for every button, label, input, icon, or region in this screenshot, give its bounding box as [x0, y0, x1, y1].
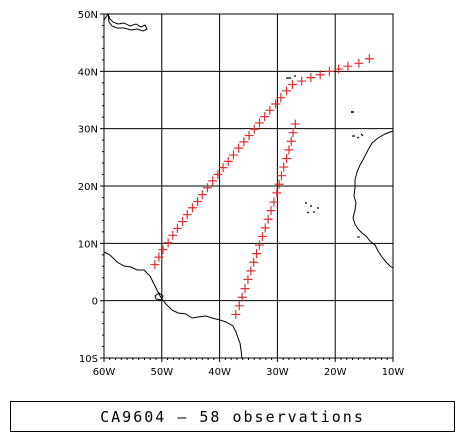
observation-marker: [182, 210, 192, 220]
lat-label: 10S: [79, 354, 98, 365]
observation-marker: [284, 145, 294, 155]
observation-marker: [286, 136, 296, 146]
caption-title: CA9604 – 58 observations: [100, 407, 365, 426]
observation-marker: [276, 93, 286, 103]
observation-marker: [265, 105, 275, 115]
lon-label: 20W: [324, 367, 347, 378]
caption-box: CA9604 – 58 observations: [10, 401, 455, 432]
graticule: [104, 14, 393, 358]
coastline-south-america: [103, 251, 243, 359]
lat-label: 20N: [78, 182, 98, 193]
observation-marker: [234, 143, 244, 153]
lat-label: 40N: [78, 67, 98, 78]
observation-marker: [266, 206, 276, 216]
observation-marker: [272, 188, 282, 198]
observation-marker: [244, 131, 254, 141]
observation-marker: [150, 260, 160, 270]
observation-marker: [254, 118, 264, 128]
coastline-cape-verde: [305, 202, 319, 214]
observation-marker: [343, 61, 353, 71]
observation-marker: [228, 150, 238, 160]
observation-marker: [269, 197, 279, 207]
observation-marker: [208, 176, 218, 186]
coastline-canary-islands: [352, 133, 364, 139]
observation-marker: [279, 162, 289, 172]
observation-marker: [252, 249, 262, 259]
observation-marker: [274, 179, 284, 189]
observation-marker: [178, 217, 188, 227]
observation-track: [150, 54, 374, 319]
lon-label: 40W: [208, 367, 231, 378]
observation-marker: [288, 128, 298, 138]
axis-ticks: [100, 13, 394, 362]
lat-label: 0: [92, 297, 98, 308]
lon-label: 60W: [93, 367, 116, 378]
observation-marker: [231, 309, 241, 319]
coastline-canada-mainland: [103, 13, 109, 21]
observation-marker: [315, 70, 325, 80]
observation-marker: [287, 80, 297, 90]
observation-marker: [237, 292, 247, 302]
lat-label: 10N: [78, 239, 98, 250]
observation-marker: [249, 124, 259, 134]
coastlines: [103, 13, 394, 359]
observation-marker: [324, 66, 334, 76]
observation-marker: [234, 301, 244, 311]
observation-marker: [364, 54, 374, 64]
lat-label: 50N: [78, 10, 98, 21]
observation-marker: [218, 163, 228, 173]
map-panel: 50N 40N 30N 20N 10N 0 10S 60W 50W 40W 30W 20W 10W: [78, 10, 405, 378]
observation-marker: [243, 274, 253, 284]
lon-label: 50W: [150, 367, 173, 378]
observation-marker: [263, 214, 273, 224]
observation-marker: [223, 156, 233, 166]
coastline-trinidad: [154, 292, 164, 301]
observation-marker: [168, 230, 178, 240]
observation-marker: [163, 238, 173, 248]
observation-marker: [158, 245, 168, 255]
observation-marker: [290, 119, 300, 129]
observation-marker: [193, 196, 203, 206]
observation-marker: [260, 223, 270, 233]
observation-marker: [249, 257, 259, 267]
coastline-azores: [286, 75, 296, 79]
coastline-africa: [352, 130, 394, 269]
observation-marker: [271, 99, 281, 109]
observation-marker: [202, 183, 212, 193]
lat-label: 30N: [78, 125, 98, 136]
observation-marker: [334, 64, 344, 74]
observation-marker: [240, 284, 250, 294]
observation-marker: [254, 240, 264, 250]
observation-marker: [213, 170, 223, 180]
observation-marker: [172, 223, 182, 233]
observation-marker: [257, 231, 267, 241]
observation-marker: [187, 203, 197, 213]
observation-marker: [282, 86, 292, 96]
observation-marker: [306, 73, 316, 83]
observation-marker: [260, 112, 270, 122]
observation-marker: [354, 58, 364, 68]
observation-marker: [297, 76, 307, 86]
observation-marker: [239, 137, 249, 147]
observation-marker: [197, 190, 207, 200]
coastline-newfoundland: [107, 13, 148, 32]
axis-labels: 50N 40N 30N 20N 10N 0 10S 60W 50W 40W 30W 20W 10W: [78, 10, 405, 378]
observation-marker: [276, 171, 286, 181]
observation-marker: [246, 266, 256, 276]
observation-marker: [282, 153, 292, 163]
lon-label: 10W: [382, 367, 405, 378]
lon-label: 30W: [266, 367, 289, 378]
observation-marker: [154, 252, 164, 262]
